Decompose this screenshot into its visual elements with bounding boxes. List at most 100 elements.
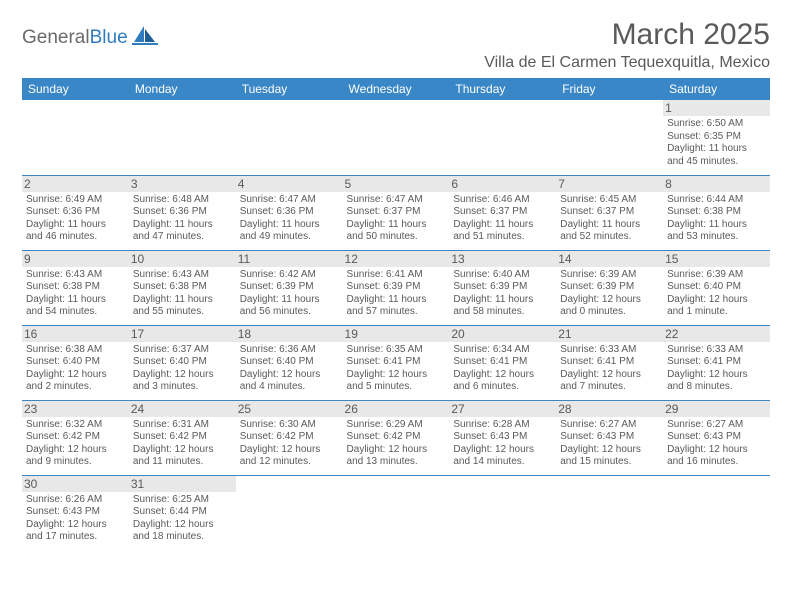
day-info: Sunrise: 6:38 AMSunset: 6:40 PMDaylight:…: [26, 344, 125, 394]
day-number: 19: [343, 326, 450, 342]
calendar-row: 30Sunrise: 6:26 AMSunset: 6:43 PMDayligh…: [22, 475, 770, 550]
calendar-cell-empty: [556, 100, 663, 175]
calendar-row: 23 Sunrise: 6:32 AMSunset: 6:42 PMDayligh…: [22, 400, 770, 475]
day-header: Friday: [556, 78, 663, 100]
day-number: 10: [129, 251, 236, 267]
calendar-cell-empty: [236, 100, 343, 175]
calendar-row: 16 Sunrise: 6:38 AMSunset: 6:40 PMDayligh…: [22, 325, 770, 400]
day-header: Saturday: [663, 78, 770, 100]
day-number: 13: [449, 251, 556, 267]
calendar-cell-empty: [129, 100, 236, 175]
title-block: March 2025 Villa de El Carmen Tequexquit…: [484, 18, 770, 72]
day-info: Sunrise: 6:44 AMSunset: 6:38 PMDaylight:…: [667, 194, 766, 244]
day-info: Sunrise: 6:45 AMSunset: 6:37 PMDaylight:…: [560, 194, 659, 244]
day-number: 16: [22, 326, 129, 342]
day-number: 23: [22, 401, 129, 417]
day-info: Sunrise: 6:30 AMSunset: 6:42 PMDaylight:…: [240, 419, 339, 469]
calendar-cell: 25Sunrise: 6:30 AMSunset: 6:42 PMDayligh…: [236, 400, 343, 475]
day-number: 27: [449, 401, 556, 417]
day-header: Sunday: [22, 78, 129, 100]
day-info: Sunrise: 6:28 AMSunset: 6:43 PMDaylight:…: [453, 419, 552, 469]
calendar-cell: 4 Sunrise: 6:47 AMSunset: 6:36 PMDaylight…: [236, 175, 343, 250]
day-info: Sunrise: 6:34 AMSunset: 6:41 PMDaylight:…: [453, 344, 552, 394]
day-info: Sunrise: 6:41 AMSunset: 6:39 PMDaylight:…: [347, 269, 446, 319]
day-info: Sunrise: 6:49 AMSunset: 6:36 PMDaylight:…: [26, 194, 125, 244]
day-number: 24: [129, 401, 236, 417]
calendar-cell: 9Sunrise: 6:43 AMSunset: 6:38 PMDaylight…: [22, 250, 129, 325]
calendar-cell: 1 Sunrise: 6:50 AMSunset: 6:35 PMDaylight…: [663, 100, 770, 175]
day-info: Sunrise: 6:36 AMSunset: 6:40 PMDaylight:…: [240, 344, 339, 394]
day-number: 3: [129, 176, 236, 192]
calendar-cell: 24 Sunrise: 6:31 AMSunset: 6:42 PMDayligh…: [129, 400, 236, 475]
header: GeneralBlue March 2025 Villa de El Carme…: [22, 18, 770, 72]
calendar-cell-empty: [22, 100, 129, 175]
calendar-row: 1 Sunrise: 6:50 AMSunset: 6:35 PMDaylight…: [22, 100, 770, 175]
day-info: Sunrise: 6:39 AMSunset: 6:39 PMDaylight:…: [560, 269, 659, 319]
logo-text: GeneralBlue: [22, 27, 128, 49]
calendar-cell: 12Sunrise: 6:41 AMSunset: 6:39 PMDayligh…: [343, 250, 450, 325]
day-info: Sunrise: 6:37 AMSunset: 6:40 PMDaylight:…: [133, 344, 232, 394]
day-number: 6: [449, 176, 556, 192]
logo-text-part2: Blue: [90, 27, 128, 48]
day-info: Sunrise: 6:39 AMSunset: 6:40 PMDaylight:…: [667, 269, 766, 319]
calendar-cell: 26Sunrise: 6:29 AMSunset: 6:42 PMDayligh…: [343, 400, 450, 475]
day-number: 17: [129, 326, 236, 342]
calendar-cell-empty: [449, 475, 556, 550]
day-header: Thursday: [449, 78, 556, 100]
day-number: 1: [663, 100, 770, 116]
location: Villa de El Carmen Tequexquitla, Mexico: [484, 54, 770, 72]
day-info: Sunrise: 6:48 AMSunset: 6:36 PMDaylight:…: [133, 194, 232, 244]
calendar-cell-empty: [556, 475, 663, 550]
calendar-cell: 16 Sunrise: 6:38 AMSunset: 6:40 PMDayligh…: [22, 325, 129, 400]
day-number: 31: [129, 476, 236, 492]
day-info: Sunrise: 6:33 AMSunset: 6:41 PMDaylight:…: [560, 344, 659, 394]
day-info: Sunrise: 6:42 AMSunset: 6:39 PMDaylight:…: [240, 269, 339, 319]
day-info: Sunrise: 6:31 AMSunset: 6:42 PMDaylight:…: [133, 419, 232, 469]
calendar-cell: 29Sunrise: 6:27 AMSunset: 6:43 PMDayligh…: [663, 400, 770, 475]
day-number: 7: [556, 176, 663, 192]
calendar-cell: 31 Sunrise: 6:25 AMSunset: 6:44 PMDayligh…: [129, 475, 236, 550]
day-number: 5: [343, 176, 450, 192]
month-title: March 2025: [484, 18, 770, 52]
calendar-cell: 15 Sunrise: 6:39 AMSunset: 6:40 PMDayligh…: [663, 250, 770, 325]
calendar-cell: 2Sunrise: 6:49 AMSunset: 6:36 PMDaylight…: [22, 175, 129, 250]
day-number: 15: [663, 251, 770, 267]
calendar-cell: 10Sunrise: 6:43 AMSunset: 6:38 PMDayligh…: [129, 250, 236, 325]
calendar-cell-empty: [236, 475, 343, 550]
calendar-cell: 8Sunrise: 6:44 AMSunset: 6:38 PMDaylight…: [663, 175, 770, 250]
day-info: Sunrise: 6:33 AMSunset: 6:41 PMDaylight:…: [667, 344, 766, 394]
day-number: 4: [236, 176, 343, 192]
day-info: Sunrise: 6:47 AMSunset: 6:37 PMDaylight:…: [347, 194, 446, 244]
day-info: Sunrise: 6:32 AMSunset: 6:42 PMDaylight:…: [26, 419, 125, 469]
day-header: Tuesday: [236, 78, 343, 100]
day-number: 14: [556, 251, 663, 267]
calendar-cell: 22 Sunrise: 6:33 AMSunset: 6:41 PMDayligh…: [663, 325, 770, 400]
calendar-cell: 17 Sunrise: 6:37 AMSunset: 6:40 PMDayligh…: [129, 325, 236, 400]
day-info: Sunrise: 6:46 AMSunset: 6:37 PMDaylight:…: [453, 194, 552, 244]
day-header: Wednesday: [343, 78, 450, 100]
day-info: Sunrise: 6:25 AMSunset: 6:44 PMDaylight:…: [133, 494, 232, 544]
calendar-cell: 28Sunrise: 6:27 AMSunset: 6:43 PMDayligh…: [556, 400, 663, 475]
calendar-cell: 14 Sunrise: 6:39 AMSunset: 6:39 PMDayligh…: [556, 250, 663, 325]
day-number: 22: [663, 326, 770, 342]
calendar-row: 2Sunrise: 6:49 AMSunset: 6:36 PMDaylight…: [22, 175, 770, 250]
calendar-cell: 30Sunrise: 6:26 AMSunset: 6:43 PMDayligh…: [22, 475, 129, 550]
day-number: 29: [663, 401, 770, 417]
day-number: 20: [449, 326, 556, 342]
day-info: Sunrise: 6:27 AMSunset: 6:43 PMDaylight:…: [560, 419, 659, 469]
day-number: 9: [22, 251, 129, 267]
calendar-body: 1 Sunrise: 6:50 AMSunset: 6:35 PMDaylight…: [22, 100, 770, 550]
calendar-cell: 5 Sunrise: 6:47 AMSunset: 6:37 PMDaylight…: [343, 175, 450, 250]
day-header-row: SundayMondayTuesdayWednesdayThursdayFrid…: [22, 78, 770, 100]
calendar-cell: 21Sunrise: 6:33 AMSunset: 6:41 PMDayligh…: [556, 325, 663, 400]
calendar-table: SundayMondayTuesdayWednesdayThursdayFrid…: [22, 78, 770, 550]
day-info: Sunrise: 6:35 AMSunset: 6:41 PMDaylight:…: [347, 344, 446, 394]
day-info: Sunrise: 6:47 AMSunset: 6:36 PMDaylight:…: [240, 194, 339, 244]
day-info: Sunrise: 6:40 AMSunset: 6:39 PMDaylight:…: [453, 269, 552, 319]
calendar-cell: 11Sunrise: 6:42 AMSunset: 6:39 PMDayligh…: [236, 250, 343, 325]
calendar-cell-empty: [343, 475, 450, 550]
calendar-cell: 7 Sunrise: 6:45 AMSunset: 6:37 PMDaylight…: [556, 175, 663, 250]
day-info: Sunrise: 6:50 AMSunset: 6:35 PMDaylight:…: [667, 118, 766, 168]
calendar-cell: 3 Sunrise: 6:48 AMSunset: 6:36 PMDaylight…: [129, 175, 236, 250]
day-header: Monday: [129, 78, 236, 100]
